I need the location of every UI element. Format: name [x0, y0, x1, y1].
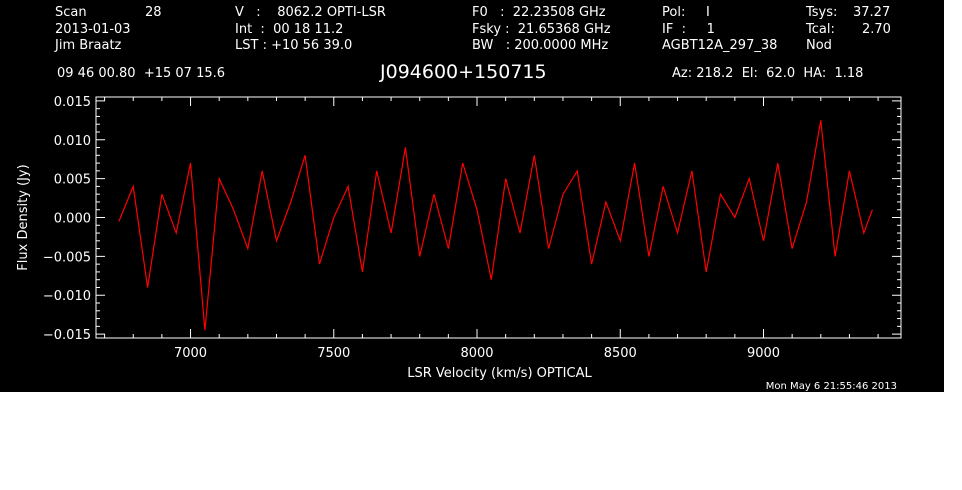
y-tick-label: 0.010 [54, 134, 91, 149]
y-axis: 0.015 0.010 0.005 0.000 −0.005 −0.010 −0.015 [43, 95, 901, 343]
y-tick-label: −0.010 [43, 289, 91, 304]
observer-name: Jim Braatz [55, 38, 122, 53]
if-number: IF : 1 [662, 22, 715, 37]
source-coordinates: 09 46 00.80 +15 07 15.6 [57, 66, 226, 81]
plot-panel: Scan 28 2013-01-03 Jim Braatz V : 8062.2… [0, 0, 944, 392]
scan-label: Scan [55, 5, 87, 20]
project-id: AGBT12A_297_38 [662, 38, 778, 53]
y-axis-label: Flux Density (Jy) [16, 164, 31, 270]
y-tick-label: 0.015 [54, 95, 91, 110]
x-tick-label: 7500 [317, 346, 350, 361]
pointing-readout: Az: 218.2 El: 62.0 HA: 1.18 [672, 66, 864, 81]
sky-frequency: Fsky : 21.65368 GHz [472, 22, 611, 37]
tcal-label: Tcal: [806, 22, 835, 37]
y-tick-label: 0.005 [54, 173, 91, 188]
x-tick-label: 8500 [604, 346, 637, 361]
integration-time: Int : 00 18 11.2 [235, 22, 344, 37]
lst-readout: LST : +10 56 39.0 [235, 38, 353, 53]
bandwidth: BW : 200.0000 MHz [472, 38, 609, 53]
y-tick-label: −0.005 [43, 250, 91, 265]
velocity-readout: V : 8062.2 OPTI-LSR [235, 5, 386, 20]
rest-frequency: F0 : 22.23508 GHz [472, 5, 606, 20]
timestamp: Mon May 6 21:55:46 2013 [766, 381, 897, 392]
tsys-label: Tsys: [806, 5, 838, 20]
x-tick-label: 8000 [460, 346, 493, 361]
spectrum-chart: 7000 7500 8000 8500 9000 0.015 0.010 0.005 0.00… [16, 95, 902, 392]
x-axis-label: LSR Velocity (km/s) OPTICAL [407, 366, 592, 381]
spectrum-trace [118, 120, 873, 331]
tcal-value: 2.70 [862, 22, 891, 37]
observation-date: 2013-01-03 [55, 22, 131, 37]
scan-number: 28 [145, 5, 162, 20]
spectrum-line [118, 120, 873, 331]
procedure-name: Nod [806, 38, 832, 53]
source-name: J094600+150715 [380, 61, 547, 83]
x-tick-label: 7000 [174, 346, 207, 361]
y-tick-label: −0.015 [43, 328, 91, 343]
x-axis: 7000 7500 8000 8500 9000 [104, 97, 879, 361]
x-tick-label: 9000 [747, 346, 780, 361]
plot-frame [95, 96, 902, 339]
y-tick-label: 0.000 [54, 212, 91, 227]
polarization: Pol: I [662, 5, 710, 20]
tsys-value: 37.27 [853, 5, 891, 20]
